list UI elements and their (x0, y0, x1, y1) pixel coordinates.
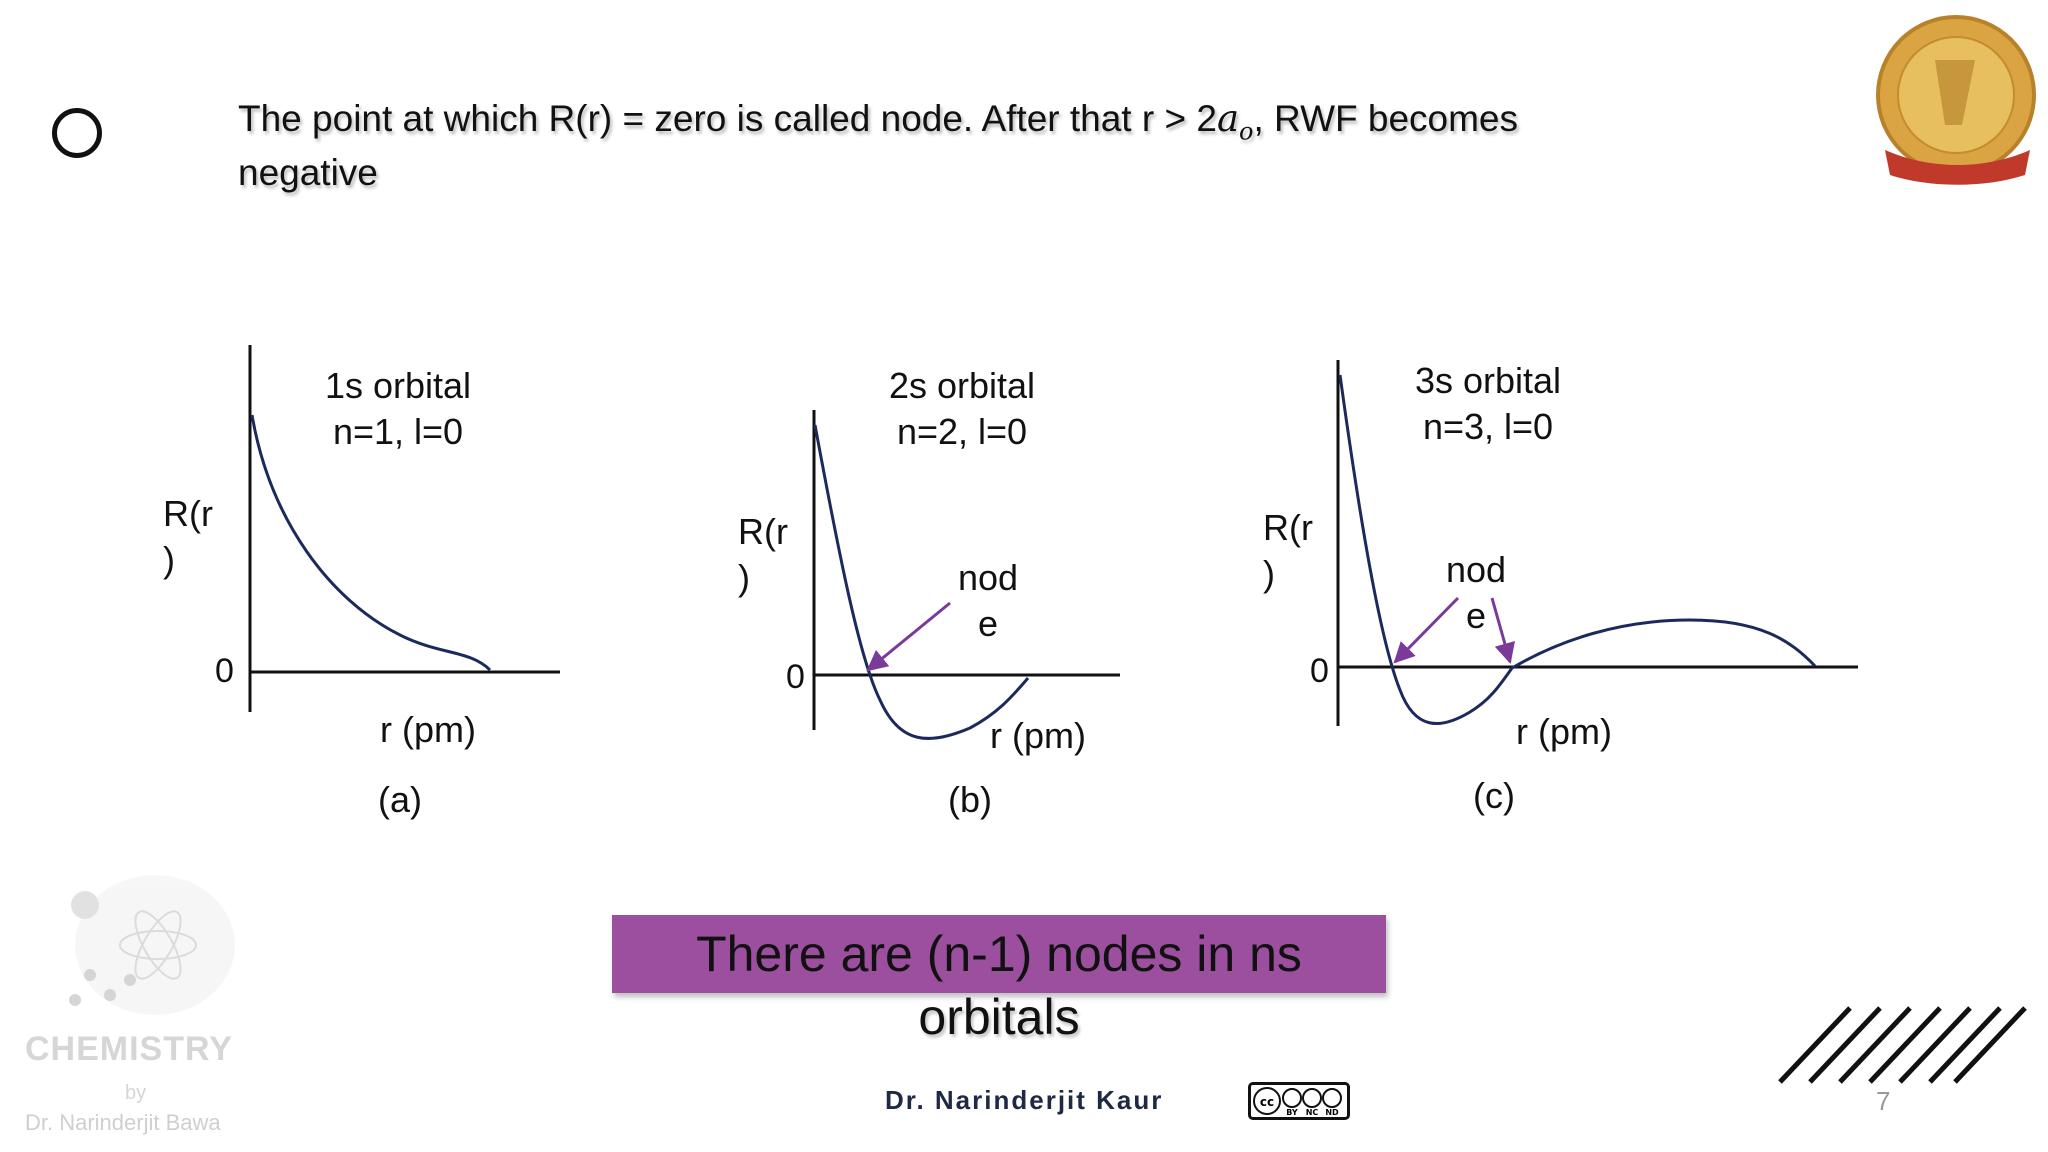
plot-1s-zero-label: 0 (215, 652, 234, 690)
plot-3s-quantum-numbers: n=3, l=0 (1423, 406, 1553, 447)
cc-by-label: BY (1286, 1108, 1298, 1117)
chemistry-watermark-logo (69, 875, 235, 1015)
plot-3s-caption: (c) (1473, 775, 1515, 816)
author-name: Dr. Narinderjit Kaur (885, 1085, 1164, 1115)
cc-license-badge: cc BY NC ND (1248, 1082, 1350, 1120)
plot-2s-curve (813, 424, 1030, 740)
slash-decoration (1778, 1006, 2027, 1084)
plot-3s-node-label: nod (1446, 549, 1506, 590)
heading-text-line2: negative (238, 152, 378, 194)
cc-logo-text: cc (1260, 1095, 1274, 1109)
plot-2s-quantum-numbers: n=2, l=0 (897, 411, 1027, 452)
plot-2s-node-arrow (866, 601, 951, 672)
plot-3s-xlabel: r (pm) (1516, 711, 1612, 752)
watermark-by: by (125, 1082, 147, 1104)
bullet-circle (52, 108, 102, 158)
heading-text-part1: The point at which R(r) = zero is called… (238, 98, 1217, 139)
plot-3s-node-arrow-2 (1490, 597, 1515, 665)
plot-1s-ylabel: R(r (163, 493, 213, 534)
heading-math-a: a (1216, 97, 1239, 140)
summary-banner (612, 915, 1386, 993)
plot-1s-curve (250, 414, 492, 672)
plot-2s-ylabel: R(r (738, 511, 788, 552)
plot-3s-ylabel: R(r (1263, 507, 1313, 548)
plot-2s-ylabel-paren: ) (738, 557, 750, 598)
plot-1s: 1s orbital n=1, l=0 R(r ) 0 r (pm) (a) (163, 345, 560, 820)
heading-math-sub: o (1239, 117, 1254, 146)
page-number: 7 (1876, 1086, 1891, 1116)
plot-2s-xlabel: r (pm) (990, 715, 1086, 756)
plot-3s: 3s orbital n=3, l=0 R(r ) 0 nod e r (pm)… (1263, 360, 1858, 816)
plot-3s-title: 3s orbital (1415, 360, 1561, 401)
plot-1s-caption: (a) (378, 779, 422, 820)
watermark-title: CHEMISTRY (25, 1030, 233, 1068)
college-seal-logo (1876, 15, 2036, 185)
cc-nc-label: NC (1306, 1108, 1319, 1117)
cc-nd-label: ND (1325, 1108, 1339, 1117)
heading-text-part2: , RWF becomes (1253, 98, 1518, 139)
plot-2s-title: 2s orbital (889, 365, 1035, 406)
plot-3s-node-label-end: e (1466, 595, 1486, 636)
summary-banner-text-line2: orbitals (918, 989, 1080, 1045)
plot-3s-curve (1338, 374, 1817, 725)
plot-2s-node-label: nod (958, 557, 1018, 598)
plot-2s-node-label-end: e (978, 603, 998, 644)
plot-1s-title: 1s orbital (325, 365, 471, 406)
watermark-name: Dr. Narinderjit Bawa (25, 1110, 221, 1135)
plot-1s-ylabel-paren: ) (163, 539, 175, 580)
plot-2s-caption: (b) (948, 779, 992, 820)
plot-1s-xlabel: r (pm) (380, 709, 476, 750)
plot-2s: 2s orbital n=2, l=0 R(r ) 0 nod e r (pm)… (738, 365, 1120, 820)
plot-1s-quantum-numbers: n=1, l=0 (333, 411, 463, 452)
slide-heading: The point at which R(r) = zero is called… (238, 98, 1638, 194)
plot-2s-zero-label: 0 (786, 658, 805, 696)
plot-3s-ylabel-paren: ) (1263, 553, 1275, 594)
summary-banner-text: There are (n-1) nodes in ns (696, 926, 1302, 982)
plot-3s-zero-label: 0 (1310, 652, 1329, 690)
plot-3s-node-arrow-1 (1393, 596, 1460, 664)
